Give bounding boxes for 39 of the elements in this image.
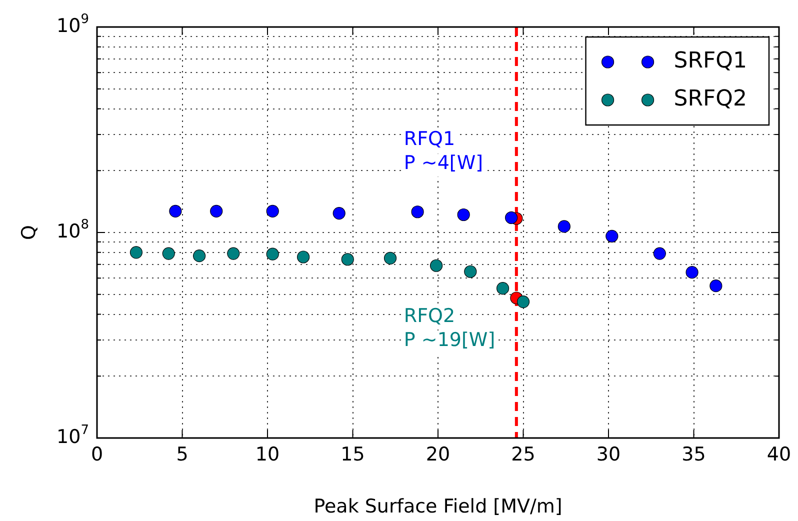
point (384, 252, 397, 264)
point (653, 247, 666, 260)
x-tick-label: 35 (682, 443, 706, 466)
x-tick-label: 25 (511, 443, 536, 466)
point (606, 230, 618, 242)
point (130, 246, 143, 259)
point (505, 211, 518, 224)
point (464, 265, 477, 278)
x-tick-label: 15 (340, 443, 365, 466)
annotation: RFQ2 P ~19[W] (404, 304, 496, 351)
point (210, 204, 223, 218)
point (411, 206, 424, 218)
point (297, 250, 310, 264)
x-tick-label: 0 (90, 443, 104, 466)
point (169, 204, 182, 218)
x-tick-label: 40 (766, 443, 792, 466)
point (430, 259, 443, 272)
point (341, 253, 354, 266)
point (496, 282, 510, 295)
point (227, 247, 240, 260)
point (266, 248, 279, 260)
x-axis-title: Peak Surface Field [MV/m] (314, 495, 562, 518)
point (516, 296, 530, 308)
legend-label: SRFQ2 (674, 86, 747, 112)
x-tick-label: 10 (255, 443, 280, 466)
x-tick-label: 20 (426, 443, 450, 466)
x-tick-label: 5 (176, 443, 188, 466)
x-tick-label: 30 (596, 443, 621, 466)
point (558, 220, 570, 233)
legend-label: SRFQ1 (674, 48, 747, 74)
point (266, 204, 279, 218)
y-axis-title: Q (18, 225, 40, 240)
point (193, 250, 206, 262)
point (332, 207, 346, 220)
point (162, 247, 175, 260)
annotation: RFQ1 P ~4[W] (404, 128, 484, 174)
point (686, 266, 698, 279)
point (457, 208, 470, 222)
point (710, 280, 722, 292)
